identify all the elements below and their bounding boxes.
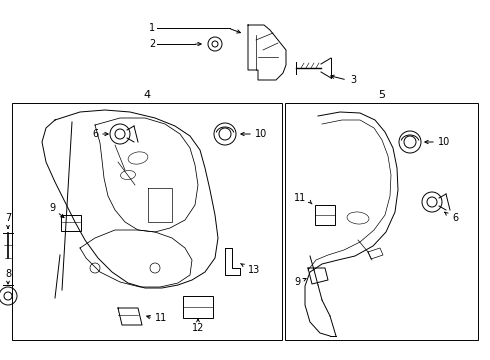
Text: 9: 9 — [49, 203, 55, 213]
Text: 5: 5 — [378, 90, 385, 100]
Bar — [183, 296, 213, 318]
Text: 2: 2 — [149, 39, 155, 49]
Bar — [285, 103, 478, 340]
Text: 11: 11 — [155, 313, 167, 323]
Text: 7: 7 — [5, 213, 11, 223]
Text: 3: 3 — [350, 75, 356, 85]
Text: 8: 8 — [5, 269, 11, 279]
Text: 9: 9 — [294, 277, 300, 287]
Bar — [315, 205, 335, 225]
Text: 4: 4 — [144, 90, 150, 100]
Text: 11: 11 — [294, 193, 306, 203]
Text: 12: 12 — [192, 323, 204, 333]
Text: 1: 1 — [149, 23, 155, 33]
Text: 6: 6 — [92, 129, 98, 139]
Text: 13: 13 — [248, 265, 260, 275]
Text: 10: 10 — [255, 129, 267, 139]
Bar — [12, 103, 282, 340]
Text: 10: 10 — [438, 137, 450, 147]
Text: 6: 6 — [452, 213, 458, 223]
